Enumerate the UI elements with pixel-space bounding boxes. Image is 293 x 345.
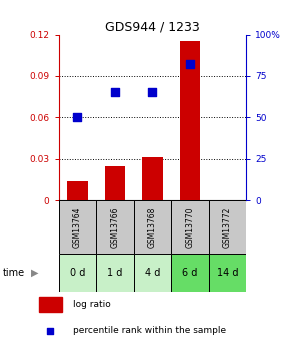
Bar bbox=[209, 200, 246, 254]
Text: GSM13772: GSM13772 bbox=[223, 206, 232, 247]
Bar bbox=[134, 254, 171, 292]
Text: time: time bbox=[3, 268, 25, 277]
Title: GDS944 / 1233: GDS944 / 1233 bbox=[105, 20, 200, 33]
Text: percentile rank within the sample: percentile rank within the sample bbox=[73, 326, 226, 335]
Bar bbox=[96, 200, 134, 254]
Bar bbox=[105, 166, 125, 200]
Text: 6 d: 6 d bbox=[182, 268, 197, 277]
Bar bbox=[180, 41, 200, 200]
Text: 0 d: 0 d bbox=[70, 268, 85, 277]
Bar bbox=[142, 157, 163, 200]
Text: 1 d: 1 d bbox=[107, 268, 122, 277]
Text: 4 d: 4 d bbox=[145, 268, 160, 277]
Text: GSM13768: GSM13768 bbox=[148, 206, 157, 247]
Text: 14 d: 14 d bbox=[217, 268, 238, 277]
Text: ▶: ▶ bbox=[31, 268, 39, 277]
Point bbox=[113, 90, 117, 95]
Bar bbox=[171, 254, 209, 292]
Bar bbox=[96, 254, 134, 292]
Bar bbox=[59, 200, 96, 254]
Text: GSM13764: GSM13764 bbox=[73, 206, 82, 248]
Bar bbox=[209, 254, 246, 292]
Text: GSM13770: GSM13770 bbox=[185, 206, 194, 248]
Bar bbox=[39, 297, 62, 312]
Point bbox=[188, 61, 192, 67]
Bar bbox=[67, 181, 88, 200]
Bar bbox=[171, 200, 209, 254]
Text: GSM13766: GSM13766 bbox=[110, 206, 119, 248]
Point bbox=[150, 90, 155, 95]
Point bbox=[48, 328, 52, 334]
Text: log ratio: log ratio bbox=[73, 300, 111, 309]
Bar bbox=[134, 200, 171, 254]
Bar bbox=[59, 254, 96, 292]
Point bbox=[75, 115, 80, 120]
